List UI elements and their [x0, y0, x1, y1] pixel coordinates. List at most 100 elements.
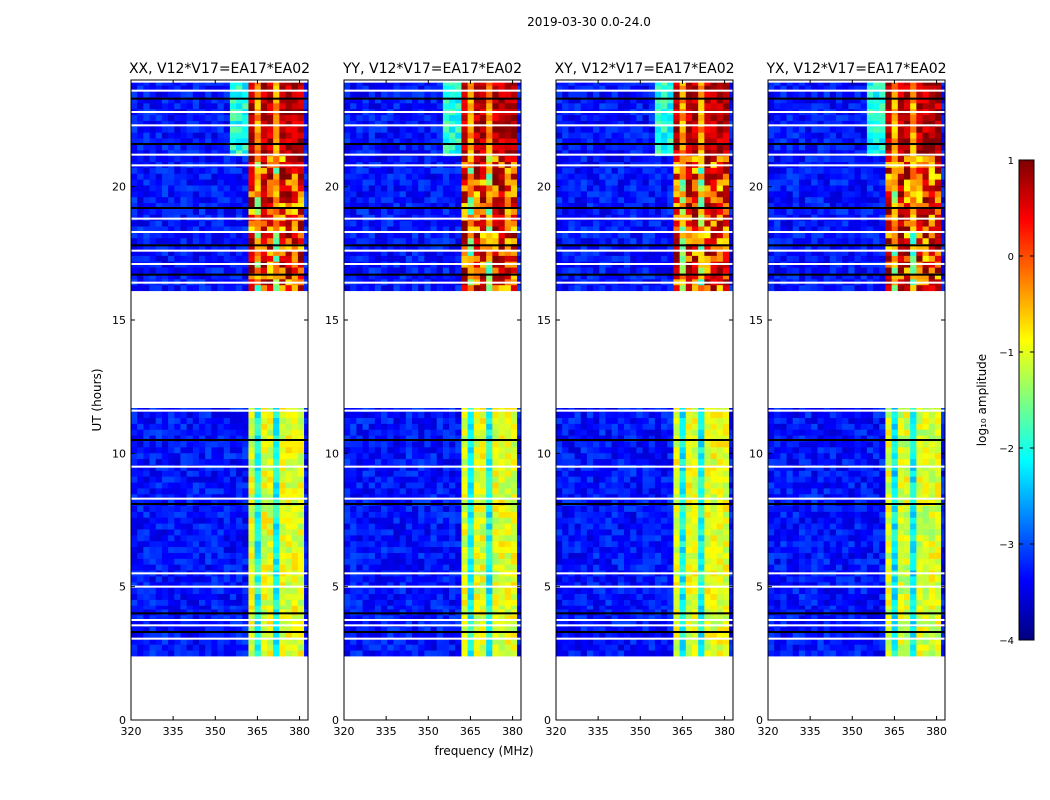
- heatmap-cell: [479, 529, 487, 536]
- heatmap-cell: [211, 243, 218, 250]
- heatmap-cell: [143, 482, 150, 489]
- flagged-row: [344, 153, 521, 156]
- heatmap-cell: [510, 429, 518, 436]
- heatmap-cell: [192, 482, 200, 489]
- heatmap-cell: [192, 564, 200, 571]
- heatmap-cell: [498, 499, 506, 506]
- heatmap-cell: [479, 534, 487, 542]
- heatmap-cell: [205, 179, 212, 186]
- heatmap-cell: [424, 82, 431, 86]
- heatmap-cell: [510, 132, 518, 139]
- heatmap-cell: [486, 470, 493, 477]
- heatmap-cell: [131, 523, 138, 530]
- heatmap-cell: [217, 632, 225, 639]
- heatmap-cell: [198, 267, 206, 274]
- heatmap-cell: [350, 576, 357, 583]
- heatmap-cell: [436, 593, 444, 600]
- heatmap-cell: [279, 114, 286, 121]
- heatmap-cell: [362, 120, 370, 127]
- heatmap-cell: [722, 626, 730, 633]
- heatmap-cell: [297, 273, 305, 280]
- heatmap-cell: [517, 82, 521, 86]
- heatmap-cell: [362, 226, 370, 233]
- heatmap-cell: [685, 644, 693, 651]
- heatmap-cell: [229, 523, 237, 530]
- heatmap-cell: [387, 220, 394, 227]
- heatmap-cell: [161, 423, 169, 430]
- heatmap-cell: [217, 267, 225, 274]
- heatmap-cell: [211, 202, 218, 209]
- heatmap-cell: [449, 82, 456, 86]
- heatmap-cell: [704, 620, 711, 628]
- heatmap-cell: [461, 190, 469, 198]
- heatmap-cell: [131, 599, 138, 606]
- heatmap-cell: [430, 540, 438, 548]
- heatmap-cell: [229, 132, 237, 139]
- heatmap-cell: [449, 97, 456, 104]
- heatmap-cell: [418, 214, 425, 221]
- heatmap-cell: [168, 208, 175, 215]
- heatmap-cell: [248, 558, 256, 565]
- heatmap-cell: [248, 243, 256, 250]
- heatmap-cell: [411, 167, 419, 174]
- heatmap-cell: [673, 650, 681, 657]
- heatmap-cell: [350, 120, 357, 127]
- heatmap-cell: [630, 614, 637, 622]
- heatmap-cell: [143, 632, 150, 639]
- heatmap-cell: [236, 564, 243, 571]
- heatmap-cell: [368, 605, 376, 610]
- heatmap-cell: [285, 114, 293, 121]
- heatmap-cell: [174, 529, 181, 536]
- heatmap-cell: [186, 470, 194, 477]
- heatmap-cell: [205, 196, 212, 204]
- heatmap-cell: [492, 202, 499, 209]
- heatmap-cell: [492, 138, 499, 145]
- heatmap-cell: [223, 605, 231, 610]
- heatmap-cell: [418, 132, 425, 139]
- heatmap-cell: [137, 208, 144, 215]
- heatmap-cell: [430, 493, 438, 501]
- heatmap-cell: [155, 552, 163, 559]
- heatmap-cell: [356, 179, 363, 186]
- heatmap-cell: [405, 237, 413, 245]
- heatmap-cell: [424, 540, 431, 548]
- heatmap-cell: [168, 167, 175, 174]
- heatmap-cell: [393, 102, 401, 110]
- heatmap-cell: [248, 429, 256, 436]
- heatmap-cell: [381, 540, 388, 548]
- heatmap-cell: [498, 126, 506, 133]
- heatmap-cell: [297, 149, 305, 157]
- heatmap-cell: [492, 243, 499, 250]
- heatmap-cell: [636, 605, 643, 610]
- heatmap-cell: [137, 614, 144, 622]
- heatmap-cell: [504, 423, 512, 430]
- heatmap-cell: [461, 120, 469, 127]
- heatmap-cell: [630, 626, 637, 633]
- heatmap-cell: [517, 441, 521, 448]
- heatmap-cell: [260, 417, 268, 424]
- heatmap-cell: [498, 482, 506, 489]
- heatmap-cell: [273, 220, 280, 227]
- heatmap-cell: [455, 243, 462, 250]
- heatmap-cell: [504, 120, 512, 127]
- heatmap-cell: [504, 237, 512, 245]
- heatmap-cell: [562, 632, 569, 639]
- heatmap-cell: [279, 458, 286, 465]
- heatmap-cell: [149, 91, 157, 98]
- heatmap-cell: [131, 82, 138, 86]
- heatmap-cell: [387, 523, 394, 530]
- heatmap-cell: [467, 220, 475, 227]
- heatmap-cell: [266, 593, 274, 600]
- heatmap-cell: [174, 605, 181, 610]
- heatmap-cell: [362, 132, 370, 139]
- heatmap-cell: [285, 452, 293, 460]
- heatmap-cell: [418, 208, 425, 215]
- heatmap-cell: [242, 435, 249, 442]
- heatmap-cell: [498, 609, 506, 616]
- heatmap-cell: [498, 243, 506, 250]
- heatmap-cell: [393, 82, 401, 86]
- heatmap-cell: [131, 114, 138, 121]
- heatmap-cell: [161, 441, 169, 448]
- heatmap-cell: [350, 540, 357, 548]
- heatmap-cell: [387, 190, 394, 198]
